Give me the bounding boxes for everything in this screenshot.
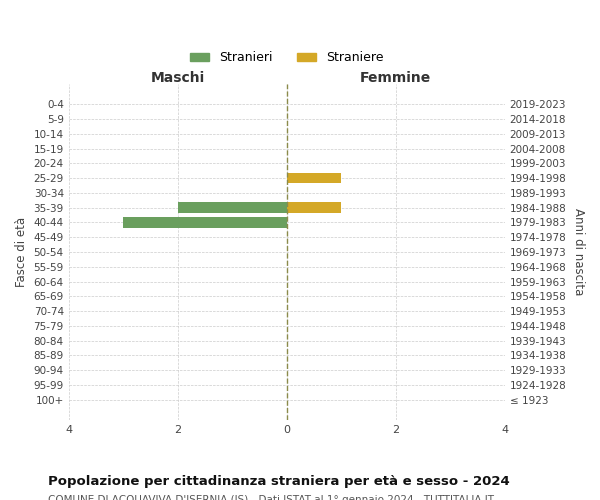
Legend: Stranieri, Straniere: Stranieri, Straniere bbox=[185, 46, 389, 70]
Text: COMUNE DI ACQUAVIVA D'ISERNIA (IS) - Dati ISTAT al 1° gennaio 2024 - TUTTITALIA.: COMUNE DI ACQUAVIVA D'ISERNIA (IS) - Dat… bbox=[48, 495, 494, 500]
Bar bbox=[287, 202, 341, 213]
Text: Femmine: Femmine bbox=[360, 71, 431, 85]
Bar bbox=[178, 202, 287, 213]
Y-axis label: Anni di nascita: Anni di nascita bbox=[572, 208, 585, 296]
Bar bbox=[287, 173, 341, 184]
Bar bbox=[123, 218, 287, 228]
Y-axis label: Fasce di età: Fasce di età bbox=[15, 217, 28, 287]
Text: Popolazione per cittadinanza straniera per età e sesso - 2024: Popolazione per cittadinanza straniera p… bbox=[48, 475, 510, 488]
Text: Maschi: Maschi bbox=[151, 71, 205, 85]
